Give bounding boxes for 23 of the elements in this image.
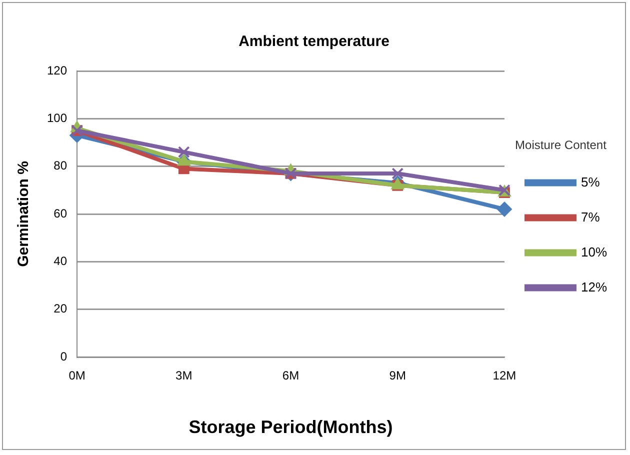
legend-title: Moisture Content: [515, 138, 608, 152]
y-tick-label: 80: [54, 158, 68, 173]
y-tick-label: 120: [46, 63, 68, 78]
y-tick-label: 0: [60, 349, 68, 364]
legend-label: 10%: [580, 244, 608, 260]
y-tick-label: 60: [54, 206, 68, 220]
x-tick-label: 9M: [389, 368, 406, 383]
chart-title: Ambient temperature: [238, 33, 390, 50]
x-axis-title: Storage Period(Months): [188, 417, 393, 438]
x-tick-label: 12M: [492, 368, 516, 383]
y-tick-label: 20: [54, 302, 68, 316]
x-tick-label: 3M: [176, 368, 192, 383]
legend-label: 7%: [580, 209, 600, 224]
y-tick-label: 40: [54, 254, 68, 268]
x-tick-label: 0M: [68, 368, 86, 383]
point: [392, 168, 404, 180]
legend-label: 12%: [580, 279, 608, 294]
legend-label: 5%: [580, 174, 600, 190]
y-axis-title: Germination %: [15, 161, 32, 267]
point: [496, 202, 512, 217]
point: [178, 146, 190, 158]
y-tick-label: 100: [46, 110, 68, 125]
x-tick-label: 6M: [282, 368, 300, 383]
